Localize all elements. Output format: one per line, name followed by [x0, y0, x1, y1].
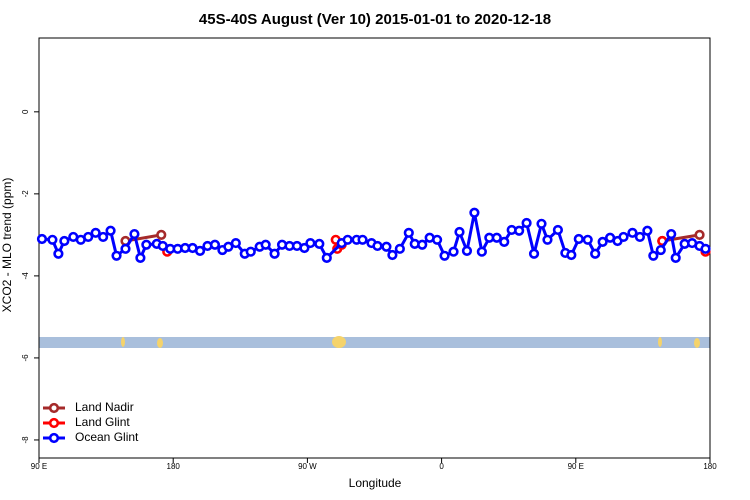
data-point	[403, 227, 414, 238]
data-point	[105, 225, 116, 236]
data-point	[439, 250, 450, 261]
data-point	[432, 234, 443, 245]
data-point	[111, 250, 122, 261]
data-point	[552, 224, 564, 236]
x-tick-label: 180	[167, 462, 181, 471]
data-point	[120, 243, 131, 254]
data-point	[700, 243, 711, 254]
data-point	[521, 217, 532, 229]
data-point	[223, 241, 234, 252]
data-point	[230, 237, 241, 249]
data-point	[129, 228, 140, 240]
data-point	[47, 234, 58, 245]
y-tick-label: -8	[21, 436, 30, 444]
data-point	[209, 239, 221, 250]
data-point	[666, 228, 677, 240]
data-point	[36, 233, 48, 245]
data-point	[83, 231, 94, 243]
data-point	[469, 207, 480, 218]
data-point	[499, 236, 510, 247]
data-point	[394, 243, 405, 254]
data-point	[528, 248, 540, 259]
data-point	[53, 248, 64, 259]
y-tick-label: -4	[21, 272, 30, 280]
data-point	[194, 245, 206, 256]
data-point	[634, 231, 646, 243]
data-point	[305, 237, 316, 249]
y-tick-label: 0	[21, 109, 30, 114]
data-point	[260, 239, 271, 250]
data-point	[387, 249, 398, 261]
data-point	[597, 236, 608, 247]
data-point	[90, 227, 101, 238]
data-point	[491, 232, 502, 243]
data-point	[536, 218, 547, 229]
data-point	[566, 249, 577, 261]
data-point	[245, 246, 256, 257]
data-point	[59, 235, 70, 247]
data-point	[461, 245, 473, 256]
legend-marker	[48, 402, 60, 414]
data-point	[582, 234, 593, 245]
legend-marker	[48, 432, 60, 444]
data-point	[314, 238, 325, 249]
legend-label: Ocean Glint	[75, 430, 139, 444]
data-point	[476, 246, 487, 257]
data-point	[342, 234, 353, 245]
data-point	[670, 252, 681, 263]
data-point	[573, 233, 584, 245]
x-tick-label: 90 E	[31, 462, 47, 471]
data-point	[618, 231, 629, 243]
data-point	[381, 241, 392, 252]
data-point	[454, 226, 465, 238]
y-axis-label: XCO2 - MLO trend (ppm)	[0, 178, 14, 313]
data-point	[542, 234, 553, 245]
x-tick-label: 90 E	[568, 462, 584, 471]
data-point	[321, 252, 332, 263]
x-tick-label: 90 W	[298, 462, 317, 471]
legend-marker	[48, 417, 60, 429]
data-point	[642, 225, 653, 236]
data-point	[590, 248, 601, 259]
data-point	[372, 240, 383, 252]
data-point	[141, 239, 152, 250]
data-point	[655, 244, 666, 256]
data-point	[448, 246, 459, 257]
data-point	[357, 234, 368, 245]
y-tick-label: -6	[21, 354, 30, 362]
data-point	[514, 225, 525, 236]
legend-label: Land Nadir	[75, 400, 134, 414]
x-tick-label: 0	[439, 462, 444, 471]
data-point	[135, 252, 146, 263]
data-point	[694, 229, 705, 240]
data-point	[417, 239, 428, 250]
data-point	[627, 227, 638, 238]
legend-label: Land Glint	[75, 415, 130, 429]
chart-title: 45S-40S August (Ver 10) 2015-01-01 to 20…	[199, 11, 551, 28]
data-point	[269, 248, 280, 259]
data-point	[98, 231, 109, 243]
data-point	[648, 250, 659, 261]
x-axis-label: Longitude	[349, 476, 402, 490]
y-tick-label: -2	[21, 190, 30, 198]
land-mask-strip	[39, 336, 710, 348]
data-point	[156, 229, 167, 240]
x-tick-label: 180	[703, 462, 717, 471]
